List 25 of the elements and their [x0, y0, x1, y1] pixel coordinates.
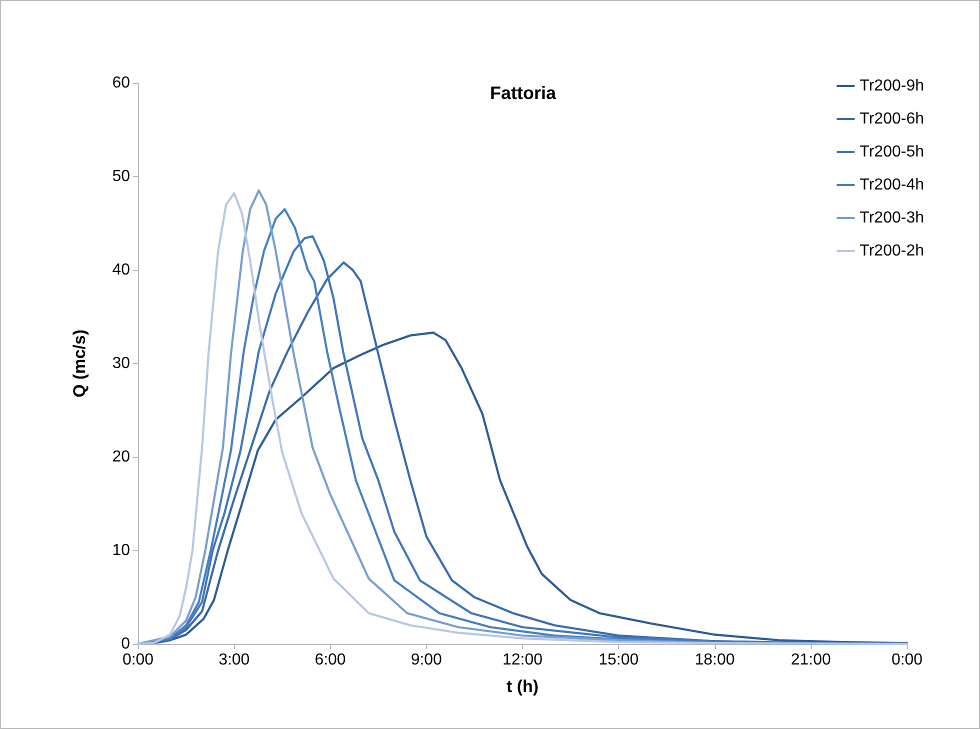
y-tick-label: 40	[112, 262, 130, 278]
x-tick-label: 6:00	[314, 652, 346, 668]
x-tick-label: 21:00	[790, 652, 831, 668]
x-tick-label: 0:00	[122, 652, 154, 668]
x-tick-label: 9:00	[410, 652, 442, 668]
legend-label: Tr200-2h	[860, 242, 924, 260]
y-tick-label: 0	[121, 636, 130, 652]
legend-label: Tr200-3h	[860, 210, 924, 226]
y-tick-label: 10	[112, 542, 130, 559]
legend-label: Tr200-5h	[860, 144, 924, 160]
chart-title: Fattoria	[490, 83, 557, 103]
x-tick-label: 3:00	[218, 652, 250, 668]
x-tick-label: 15:00	[598, 652, 639, 668]
legend-label: Tr200-4h	[860, 176, 924, 194]
y-tick-label: 50	[112, 168, 130, 185]
y-tick-label: 30	[112, 355, 130, 372]
legend-label: Tr200-9h	[860, 78, 924, 94]
legend-label: Tr200-6h	[860, 110, 924, 128]
x-axis-title: t (h)	[506, 677, 539, 696]
x-tick-label: 0:00	[891, 652, 923, 668]
x-tick-label: 18:00	[694, 652, 735, 668]
y-axis-title: Q (mc/s)	[70, 329, 89, 398]
x-tick-label: 12:00	[502, 652, 543, 668]
y-tick-label: 20	[112, 448, 130, 466]
y-tick-label: 60	[112, 74, 130, 92]
